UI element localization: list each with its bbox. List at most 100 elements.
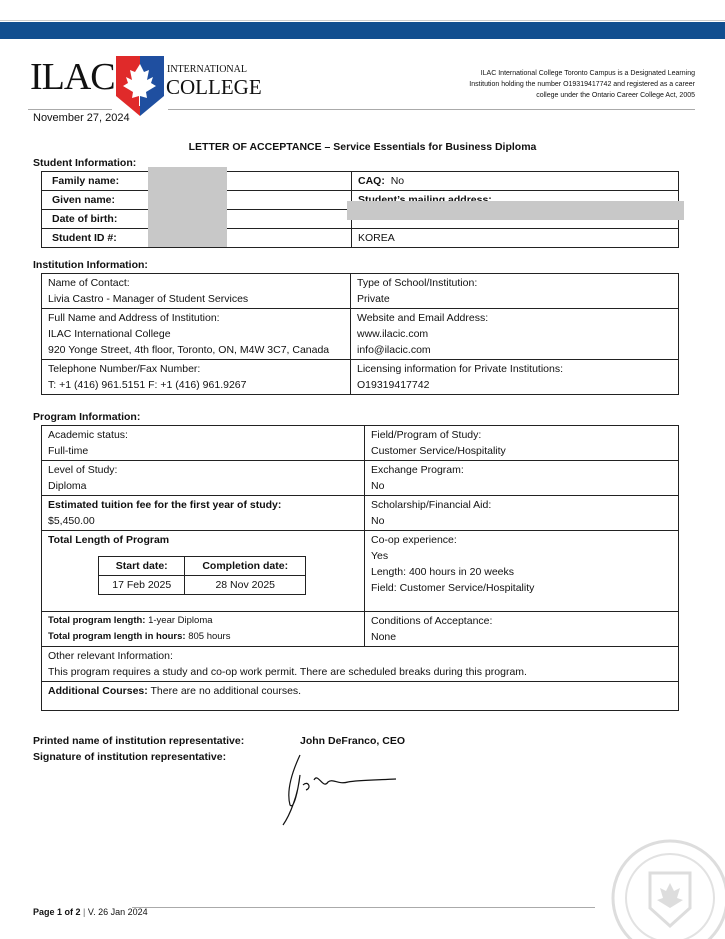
id-label: Student ID #: — [41, 228, 153, 248]
conditions-cell: Conditions of Acceptance: None — [364, 611, 679, 647]
start-value: 17 Feb 2025 — [97, 575, 186, 595]
exchange-label: Exchange Program: — [371, 464, 464, 476]
page-number: Page 1 of 2 — [33, 907, 81, 917]
status-cell: Academic status: Full-time — [41, 425, 365, 461]
phone-label: Telephone Number/Fax Number: — [48, 363, 201, 375]
given-label: Given name: — [41, 190, 153, 210]
scholarship-label: Scholarship/Financial Aid: — [371, 499, 492, 511]
footer-divider — [132, 907, 595, 908]
level-cell: Level of Study: Diploma — [41, 460, 365, 496]
start-label: Start date: — [97, 556, 186, 576]
scholarship-value: No — [371, 515, 385, 527]
dates-table: Start date: Completion date: 17 Feb 2025 28… — [97, 556, 306, 595]
signature-label: Signature of institution representative: — [33, 751, 227, 763]
program-table: Academic status: Full-time Field/Program o… — [41, 425, 679, 711]
tuition-cell: Estimated tuition fee for the first year… — [41, 495, 365, 531]
caq-label: CAQ: — [358, 175, 385, 187]
end-value: 28 Nov 2025 — [184, 575, 306, 595]
other-cell: Other relevant Information: This program … — [41, 646, 679, 682]
additional-value: There are no additional courses. — [150, 685, 302, 697]
field-label: Field/Program of Study: — [371, 429, 482, 441]
coop-length: Length: 400 hours in 20 weeks — [371, 566, 515, 578]
version: V. 26 Jan 2024 — [87, 907, 148, 917]
name-cell: Full Name and Address of Institution: ILA… — [41, 308, 351, 360]
web-cell: Website and Email Address: www.ilacic.com… — [350, 308, 679, 360]
redaction — [148, 167, 227, 247]
coop-value: Yes — [371, 550, 389, 562]
logo-international: INTERNATIONAL — [167, 64, 247, 75]
logo-college: COLLEGE — [166, 75, 262, 99]
top-divider — [0, 20, 725, 21]
institution-table: Name of Contact: Livia Castro - Manager o… — [41, 273, 679, 395]
college-seal-icon — [611, 839, 725, 939]
letter-title: LETTER OF ACCEPTANCE – Service Essential… — [188, 141, 537, 153]
name-value: ILAC International College — [48, 328, 171, 340]
coop-cell: Co-op experience: Yes Length: 400 hours in… — [364, 530, 679, 612]
header-band — [0, 22, 725, 39]
hours-value: 805 hours — [188, 631, 231, 642]
institution-heading: Institution Information: — [33, 259, 148, 271]
conditions-value: None — [371, 631, 397, 643]
hours-label: Total program length in hours: — [48, 631, 186, 642]
redaction — [347, 201, 684, 220]
length-label: Total Length of Program — [48, 534, 170, 546]
contact-value: Livia Castro - Manager of Student Servic… — [48, 293, 249, 305]
maple-leaf-shield-icon — [116, 56, 164, 116]
phone-value: T: +1 (416) 961.5151 F: +1 (416) 961.926… — [48, 379, 247, 391]
exchange-cell: Exchange Program: No — [364, 460, 679, 496]
caq: CAQ: No — [351, 171, 679, 191]
address-value: 920 Yonge Street, 4th floor, Toronto, ON… — [48, 344, 330, 356]
divider — [28, 109, 112, 110]
license-value: O19319417742 — [357, 379, 430, 391]
contact-cell: Name of Contact: Livia Castro - Manager o… — [41, 273, 351, 309]
dob-label: Date of birth: — [41, 209, 153, 229]
status-value: Full-time — [48, 445, 89, 457]
signature-image — [282, 754, 397, 826]
conditions-label: Conditions of Acceptance: — [371, 615, 493, 627]
field-value: Customer Service/Hospitality — [371, 445, 506, 457]
family-label: Family name: — [41, 171, 153, 191]
type-value: Private — [357, 293, 390, 305]
footer-separator: | — [83, 907, 86, 917]
end-label: Completion date: — [184, 556, 306, 576]
type-label: Type of School/Institution: — [357, 277, 478, 289]
total-value: 1-year Diploma — [148, 615, 213, 626]
divider — [168, 109, 695, 110]
caq-value: No — [390, 175, 405, 187]
logo-ilac: ILAC — [30, 56, 116, 98]
length-cell: Total Length of Program Start date: Compl… — [41, 530, 365, 612]
additional-cell: Additional Courses: There are no additio… — [41, 681, 679, 711]
email-link[interactable]: info@ilacic.com — [357, 344, 431, 356]
dli-note: ILAC International College Toronto Campu… — [469, 70, 695, 99]
name-label: Full Name and Address of Institution: — [48, 312, 220, 324]
representative-name: John DeFranco, CEO — [300, 735, 406, 747]
web-label: Website and Email Address: — [357, 312, 489, 324]
level-value: Diploma — [48, 480, 87, 492]
tuition-value: $5,450.00 — [48, 515, 95, 527]
signature-labels: Printed name of institution representati… — [33, 733, 283, 765]
letter-date: November 27, 2024 — [33, 112, 130, 124]
other-label: Other relevant Information: — [48, 650, 173, 662]
status-label: Academic status: — [48, 429, 128, 441]
printed-name-label: Printed name of institution representati… — [33, 735, 245, 747]
footer: Page 1 of 2 | V. 26 Jan 2024 — [33, 907, 148, 917]
scholarship-cell: Scholarship/Financial Aid: No — [364, 495, 679, 531]
license-label: Licensing information for Private Instit… — [357, 363, 564, 375]
type-cell: Type of School/Institution: Private — [350, 273, 679, 309]
level-label: Level of Study: — [48, 464, 118, 476]
field-cell: Field/Program of Study: Customer Service/… — [364, 425, 679, 461]
coop-label: Co-op experience: — [371, 534, 457, 546]
coop-field: Field: Customer Service/Hospitality — [371, 582, 535, 594]
other-value: This program requires a study and co-op … — [48, 666, 527, 678]
contact-label: Name of Contact: — [48, 277, 130, 289]
license-cell: Licensing information for Private Instit… — [350, 359, 679, 395]
program-heading: Program Information: — [33, 411, 141, 423]
phone-cell: Telephone Number/Fax Number: T: +1 (416) … — [41, 359, 351, 395]
country-value: KOREA — [351, 228, 679, 248]
total-cell: Total program length: 1-year Diploma Tota… — [41, 611, 365, 647]
tuition-label: Estimated tuition fee for the first year… — [48, 499, 282, 511]
exchange-value: No — [371, 480, 385, 492]
total-label: Total program length: — [48, 615, 146, 626]
website-link[interactable]: www.ilacic.com — [357, 328, 429, 340]
